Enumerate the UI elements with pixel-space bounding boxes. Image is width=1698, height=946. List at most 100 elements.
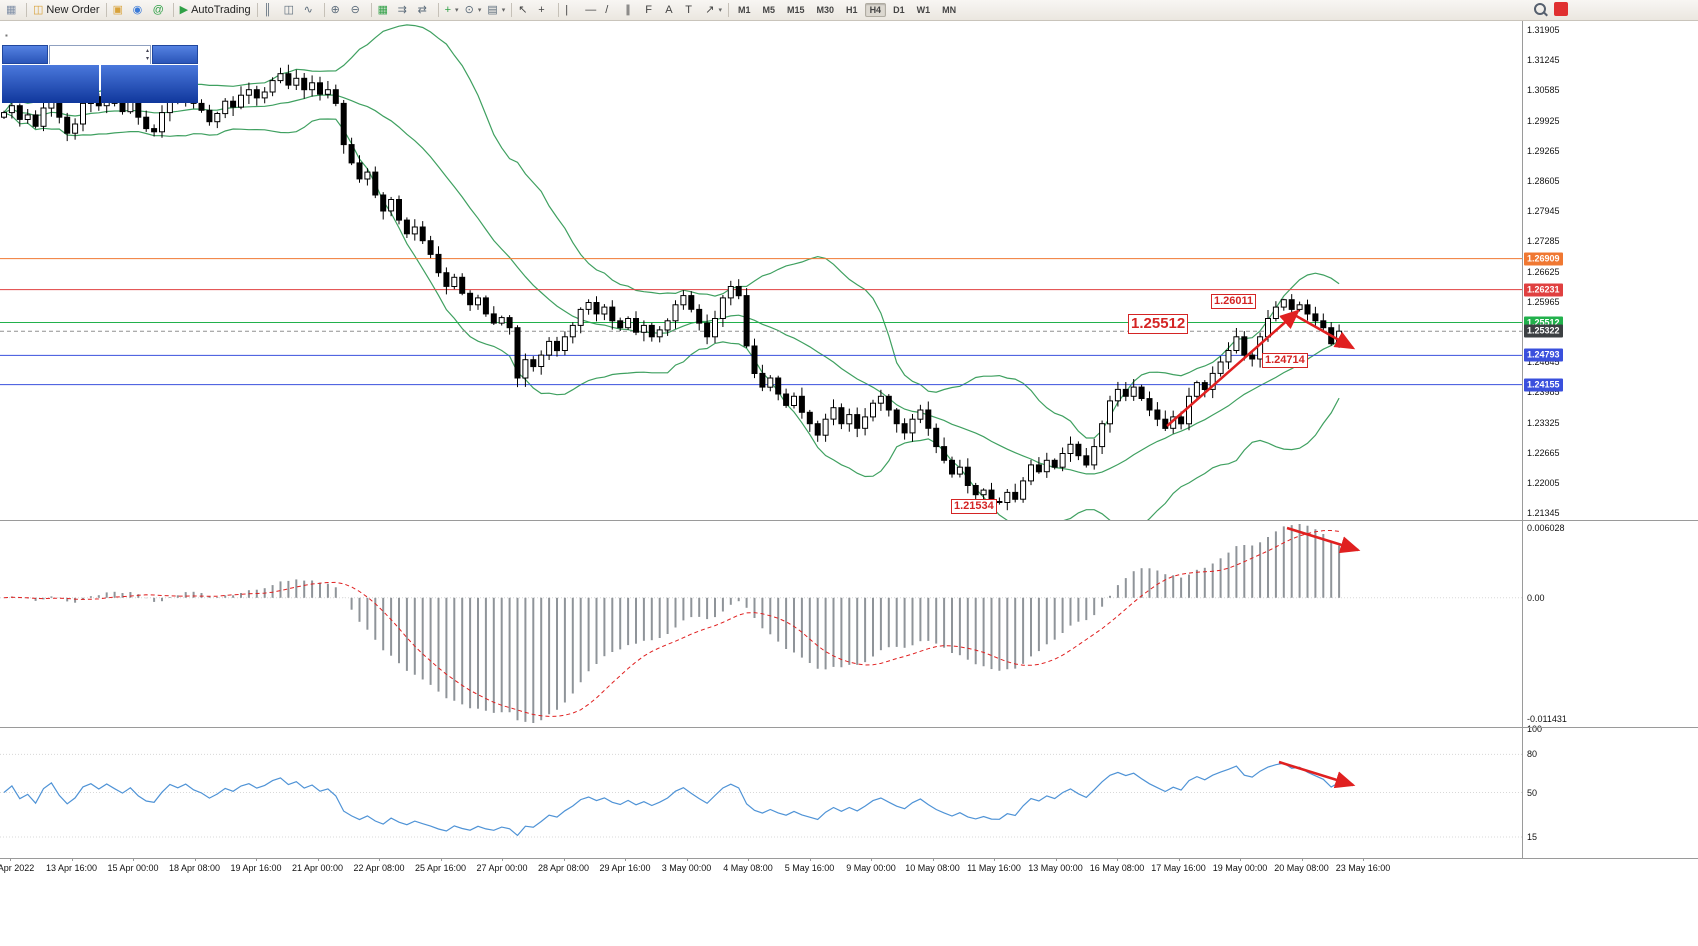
trendline-button[interactable]: / <box>602 2 622 18</box>
time-tick <box>932 858 934 861</box>
time-tick <box>871 858 872 861</box>
notification-badge[interactable] <box>1554 2 1568 16</box>
price-tick: 1.27945 <box>1527 206 1560 217</box>
trendline-icon: / <box>605 4 609 16</box>
time-label: 16 May 08:00 <box>1089 863 1145 873</box>
volume-spinner: ▴ ▾ <box>146 47 149 63</box>
new-chart-button[interactable]: + ▾ <box>442 2 462 18</box>
time-tick <box>1178 858 1180 861</box>
autotrading-play-icon: ▶ <box>179 4 189 16</box>
sell-price-display[interactable] <box>2 65 99 103</box>
time-label: 19 May 00:00 <box>1212 863 1268 873</box>
time-tick <box>440 858 442 861</box>
bar-chart-icon: ║ <box>263 4 272 16</box>
timeframe-button-m15[interactable]: M15 <box>787 5 805 15</box>
toolbar-separator <box>172 3 174 17</box>
price-tick: 1.26625 <box>1527 266 1560 277</box>
volume-down-icon[interactable]: ▾ <box>145 56 149 62</box>
panel-divider[interactable] <box>0 520 1698 521</box>
time-label: 15 Apr 00:00 <box>107 863 159 873</box>
price-scale[interactable]: 1.31905 1.31245 1.30585 1.29925 1.29265 1.286… <box>1522 21 1698 858</box>
horizontal-line-button[interactable]: — <box>582 2 602 18</box>
dropdown-caret-icon: ▾ <box>455 7 459 14</box>
rsi-canvas[interactable] <box>0 727 1522 858</box>
horizontal-line-icon: — <box>585 4 597 16</box>
macd-canvas[interactable] <box>0 520 1522 727</box>
time-tick <box>1055 858 1057 861</box>
toolbar: ▦ ◫ New Order ▣ ◉ @ ▶ AutoTrading ║ ◫ ∿ ⊕ ⊖ ▦ ⇉ ⇄ + ▾ ⊙ ▾ ▤ ▾… <box>0 0 1698 21</box>
price-tick: 1.29265 <box>1527 145 1560 156</box>
chart-context-icon[interactable]: ▪ <box>5 31 8 40</box>
chart-annotation: 1.21534 <box>951 499 997 515</box>
cursor-button[interactable]: ↖ <box>515 2 535 18</box>
timeframe-button-mn[interactable]: MN <box>942 5 957 15</box>
channel-button[interactable]: ∥ <box>622 2 642 18</box>
crosshair-button[interactable]: + <box>535 2 555 18</box>
time-tick <box>563 858 565 861</box>
fibonacci-button[interactable]: F <box>642 2 662 18</box>
toolbar-separator <box>437 3 439 17</box>
auto-scroll-icon: ⇉ <box>397 4 407 16</box>
text-label-button[interactable]: T <box>682 2 702 18</box>
candlestick-chart-icon: ◫ <box>283 4 294 16</box>
bollinger-upper-band <box>3 24 1340 439</box>
market-button[interactable]: ▣ <box>110 2 130 18</box>
new-order-button-label: New Order <box>46 4 100 16</box>
volume-field-wrap: ▴ ▾ <box>49 45 151 64</box>
timeframe-button-w1[interactable]: W1 <box>916 5 931 15</box>
zoom-out-button[interactable]: ⊖ <box>348 2 368 18</box>
price-tick: 1.23325 <box>1527 417 1560 428</box>
volume-up-icon[interactable]: ▴ <box>145 48 149 54</box>
time-tick <box>1363 858 1364 861</box>
text-button[interactable]: A <box>662 2 682 18</box>
time-label: 13 Apr 16:00 <box>45 863 98 873</box>
rsi-line <box>3 762 1340 837</box>
buy-price-display[interactable] <box>101 65 198 103</box>
autotrading-button-label: AutoTrading <box>191 4 251 16</box>
time-label: 4 May 08:00 <box>723 863 773 873</box>
arrows-button[interactable]: ↗ ▾ <box>702 2 725 18</box>
templates-button[interactable]: ▤ ▾ <box>484 2 508 18</box>
volume-input[interactable] <box>50 46 150 64</box>
timeframe-button-d1[interactable]: D1 <box>893 5 905 15</box>
time-label: 18 Apr 08:00 <box>168 863 221 873</box>
time-tick <box>10 858 11 861</box>
rsi-scale-label: 15 <box>1527 832 1538 842</box>
tile-windows-button[interactable]: ▦ <box>375 2 395 18</box>
vertical-line-button[interactable]: | <box>562 2 582 18</box>
time-scale[interactable]: 12 Apr 2022 13 Apr 16:00 15 Apr 00:00 18 Ap… <box>0 858 1698 880</box>
toolbar-separator <box>511 3 513 17</box>
timeframe-button-h1[interactable]: H1 <box>846 5 858 15</box>
toolbar-separator <box>370 3 372 17</box>
timeframe-button-m1[interactable]: M1 <box>737 5 751 15</box>
time-tick <box>1117 858 1118 861</box>
sell-button[interactable] <box>2 45 48 64</box>
line-chart-button[interactable]: ∿ <box>301 2 321 18</box>
new-order-button[interactable]: ◫ New Order <box>30 2 103 18</box>
bar-chart-button[interactable]: ║ <box>261 2 281 18</box>
zoom-in-button[interactable]: ⊕ <box>328 2 348 18</box>
chart-shift-button[interactable]: ⇄ <box>415 2 435 18</box>
search-icon[interactable] <box>1534 3 1546 15</box>
panel-divider[interactable] <box>0 727 1698 728</box>
new-window-button[interactable]: ▦ <box>3 2 23 18</box>
price-chart-canvas[interactable] <box>0 21 1522 520</box>
price-tick: 1.27285 <box>1527 236 1560 247</box>
time-tick <box>317 858 319 861</box>
toolbar-separator <box>558 3 560 17</box>
auto-scroll-button[interactable]: ⇉ <box>395 2 415 18</box>
signals-button[interactable]: ◉ <box>130 2 150 18</box>
tile-windows-icon: ▦ <box>377 4 388 16</box>
buy-button[interactable] <box>152 45 198 64</box>
time-tick <box>686 858 688 861</box>
chart-annotation: 1.24714 <box>1262 353 1308 369</box>
candlestick-chart-button[interactable]: ◫ <box>281 2 301 18</box>
time-label: 21 Apr 00:00 <box>291 863 344 873</box>
profiles-button[interactable]: ⊙ ▾ <box>462 2 485 18</box>
timeframe-button-m5[interactable]: M5 <box>762 5 776 15</box>
community-button[interactable]: @ <box>150 2 170 18</box>
timeframe-button-m30[interactable]: M30 <box>816 5 835 15</box>
time-tick <box>625 858 626 861</box>
autotrading-button[interactable]: ▶ AutoTrading <box>177 2 254 18</box>
timeframe-button-h4[interactable]: H4 <box>864 3 887 17</box>
